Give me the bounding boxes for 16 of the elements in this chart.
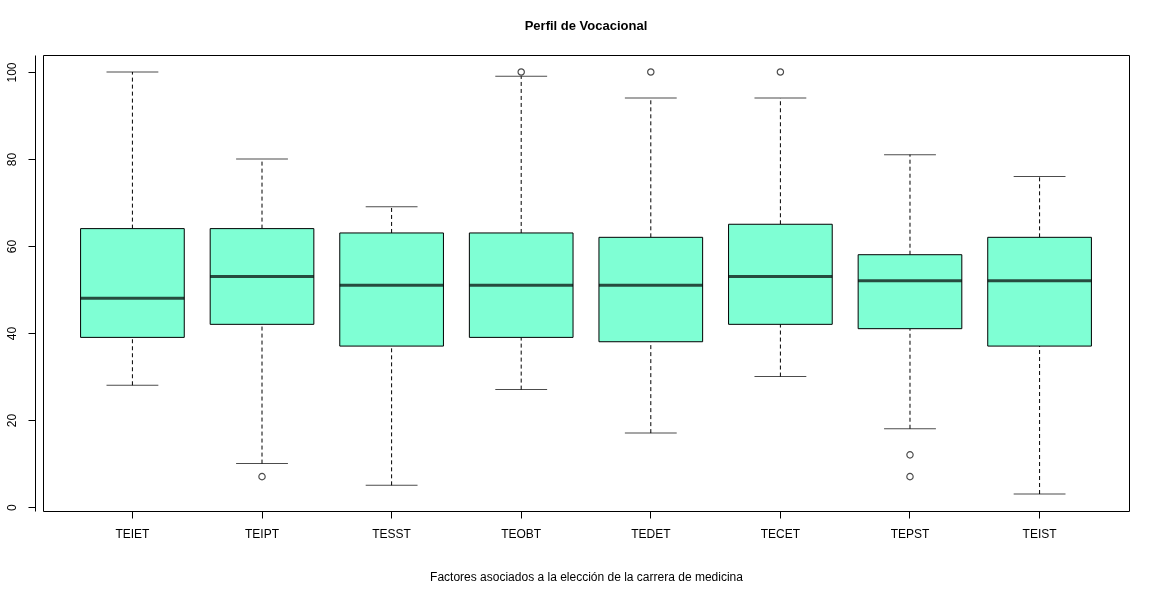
x-tick-label: TEDET (631, 526, 672, 541)
y-tick-label: 60 (4, 239, 19, 254)
x-tick-label: TESST (372, 526, 412, 541)
y-tick-label: 40 (4, 326, 19, 341)
x-tick-label: TEOBT (501, 526, 542, 541)
y-tick-label: 0 (4, 503, 19, 511)
x-tick-label: TEIPT (245, 526, 280, 541)
x-tick-label: TEIST (1022, 526, 1058, 541)
chart-title: Perfil de Vocacional (524, 18, 648, 33)
x-tick-label: TEPST (890, 526, 930, 541)
y-tick-label: 20 (4, 413, 19, 428)
y-tick-label: 80 (4, 152, 19, 167)
x-axis-title: Factores asociados a la elección de la carrera de medicina (430, 569, 744, 584)
x-tick-label: TECET (760, 526, 801, 541)
y-tick-label: 100 (4, 62, 19, 83)
x-tick-label: TEIET (115, 526, 151, 541)
